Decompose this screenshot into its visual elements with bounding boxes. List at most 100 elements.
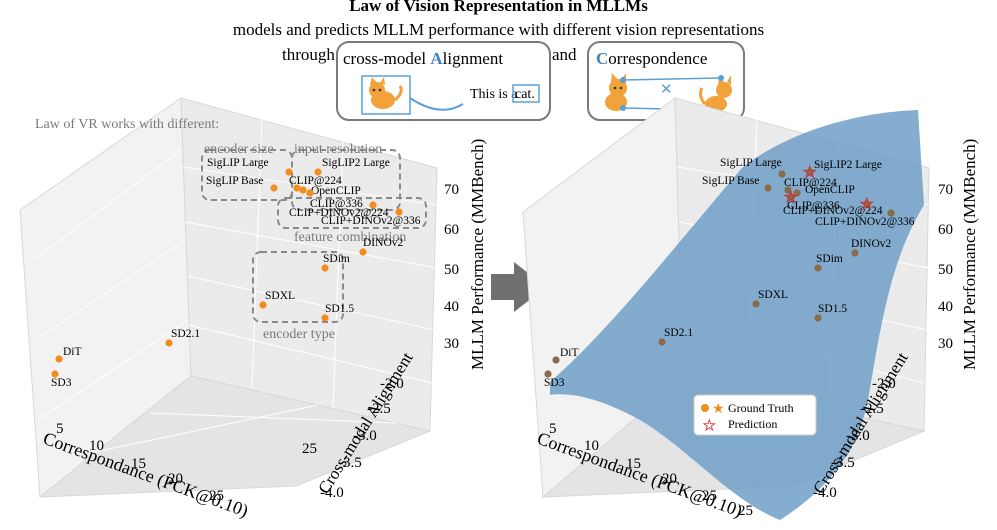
legend-ground-truth: Ground Truth: [728, 401, 794, 415]
left-xtick-2: 15: [131, 456, 146, 472]
right-point-sdxl: [752, 300, 760, 308]
right-point-siglip2-large: [806, 168, 814, 176]
left-point-sd2-1: [165, 339, 173, 347]
left-scatter-points: SigLIP Large SigLIP Base SigLIP2 Large CLIP…: [51, 157, 421, 389]
right-prediction-clip-336: ★: [784, 190, 797, 206]
left-point-clip-dinov2-336: [395, 208, 403, 216]
left-label-siglip-base: SigLIP Base: [206, 175, 263, 187]
right-point-siglip-large: [778, 170, 786, 178]
right-point-clip-dinov2-224: [863, 200, 871, 208]
left-point-openclip: [299, 186, 307, 194]
right-label-sd3: SD3: [544, 377, 565, 389]
left-label-siglip-large: SigLIP Large: [207, 157, 269, 169]
right-label-sdxl: SDXL: [758, 289, 788, 301]
left-ztick-0: 30: [444, 336, 459, 352]
left-point-dit: [55, 355, 63, 363]
right-ztick-2: 50: [938, 262, 953, 278]
right-point-clip-224: [784, 186, 792, 194]
right-label-sd2-1: SD2.1: [664, 327, 693, 339]
prediction-surface: [550, 110, 924, 520]
left-label-openclip: OpenCLIP: [311, 185, 361, 197]
group-encoder-size: encoder size: [204, 142, 274, 157]
left-point-clip-224: [293, 184, 301, 192]
right-label-sdim: SDim: [816, 253, 843, 265]
right-point-sd3: [544, 370, 552, 378]
right-ytick-2: -3.0: [846, 428, 870, 444]
left-ztick-4: 70: [444, 182, 459, 198]
left-point-sdxl: [259, 301, 267, 309]
left-label-dinov2: DINOv2: [363, 237, 403, 249]
right-ytick-3: -3.5: [831, 455, 855, 471]
right-point-siglip-base: [764, 184, 772, 192]
left-label-clip-dinov2-336: CLIP+DINOv2@336: [321, 215, 421, 227]
right-xtick-1: 10: [584, 438, 599, 454]
right-label-siglip2-large: SigLIP2 Large: [814, 159, 882, 171]
left-point-sd3: [51, 370, 59, 378]
right-label-siglip-base: SigLIP Base: [702, 175, 759, 187]
correspondence-box: Correspondence ✕ ✓: [587, 41, 745, 121]
right-point-clip-336: [787, 193, 795, 201]
left-xtick-4: 25: [302, 441, 317, 457]
left-3d-axes: [19, 97, 438, 498]
left-label-clip-336: CLIP@336: [310, 198, 363, 210]
right-ztick-4: 70: [938, 182, 953, 198]
left-label-sd1-5: SD1.5: [325, 303, 354, 315]
right-ytick-4: -4.0: [813, 485, 837, 501]
correspondence-letter: C: [596, 49, 608, 68]
left-point-clip-336: [306, 189, 314, 197]
alignment-box: cross-model Alignment This is a cat.: [336, 41, 551, 121]
right-label-sd1-5: SD1.5: [818, 303, 847, 315]
legend: ★ Ground Truth ★ Prediction: [693, 394, 817, 436]
left-point-sdim: [321, 264, 329, 272]
right-ytick-0: -2.0: [872, 376, 896, 392]
right-xtick-4: 25: [702, 488, 717, 504]
subtitle-prefix: through: [282, 45, 335, 64]
right-prediction-clip-dinov2-224: ★: [860, 197, 873, 213]
right-label-dit: DiT: [560, 347, 579, 359]
left-ztick-1: 40: [444, 299, 459, 315]
left-group-boxes: [201, 149, 427, 323]
left-axis-labels: 5 10 15 20 25 25 -2.0 -2.5 -3.0 -3.5 -4.…: [56, 182, 459, 504]
left-ztick-3: 60: [444, 222, 459, 238]
legend-prediction-icon: ★: [703, 419, 716, 434]
left-label-siglip2-large: SigLIP2 Large: [322, 157, 390, 169]
right-point-dinov2: [851, 249, 859, 257]
svg-text:cross-model Alignment: cross-model Alignment: [343, 49, 503, 68]
caption-prefix: This is a: [470, 87, 518, 102]
group-feature-combination: feature combination: [294, 230, 406, 245]
left-point-sd1-5: [321, 314, 329, 322]
right-point-clip-dinov2-336: [887, 209, 895, 217]
correspondence-rest: orrespondence: [608, 49, 707, 68]
right-label-openclip: OpenCLIP: [805, 184, 855, 196]
left-point-siglip-large: [285, 168, 293, 176]
right-point-sd1-5: [814, 314, 822, 322]
alignment-rest: lignment: [443, 49, 504, 68]
right-label-dinov2: DINOv2: [851, 238, 891, 250]
left-point-dinov2: [359, 248, 367, 256]
left-label-sdxl: SDXL: [265, 290, 295, 302]
right-prediction-siglip2-large: ★: [803, 165, 816, 181]
left-z-axis-label: MLLM Performance (MMBench): [468, 139, 487, 370]
right-label-clip-336: CLIP@336: [787, 200, 840, 212]
right-xtick-4: 25: [738, 503, 753, 519]
left-label-sd2-1: SD2.1: [171, 328, 200, 340]
right-label-clip-224: CLIP@224: [784, 177, 837, 189]
right-point-sdim: [814, 264, 822, 272]
right-label-clip-dinov2-224: CLIP+DINOv2@224: [783, 205, 883, 217]
right-point-sd2-1: [658, 338, 666, 346]
cross-icon: ✕: [660, 82, 673, 98]
left-ytick-4: -4.0: [320, 485, 344, 501]
left-ytick-3: -3.5: [338, 455, 362, 471]
subtitle-connector: and: [552, 45, 577, 64]
left-label-clip-dinov2-224: CLIP+DINOv2@224: [289, 207, 389, 219]
alignment-letter: A: [430, 49, 443, 68]
right-xtick-3: 20: [662, 471, 677, 487]
right-ztick-0: 30: [938, 336, 953, 352]
right-point-openclip: [793, 189, 801, 197]
left-ytick-1: -2.5: [367, 401, 391, 417]
right-label-siglip-large: SigLIP Large: [720, 157, 782, 169]
left-point-siglip-base: [270, 184, 278, 192]
left-ytick-2: -3.0: [353, 428, 377, 444]
group-input-resolution: input resolution: [294, 142, 382, 157]
